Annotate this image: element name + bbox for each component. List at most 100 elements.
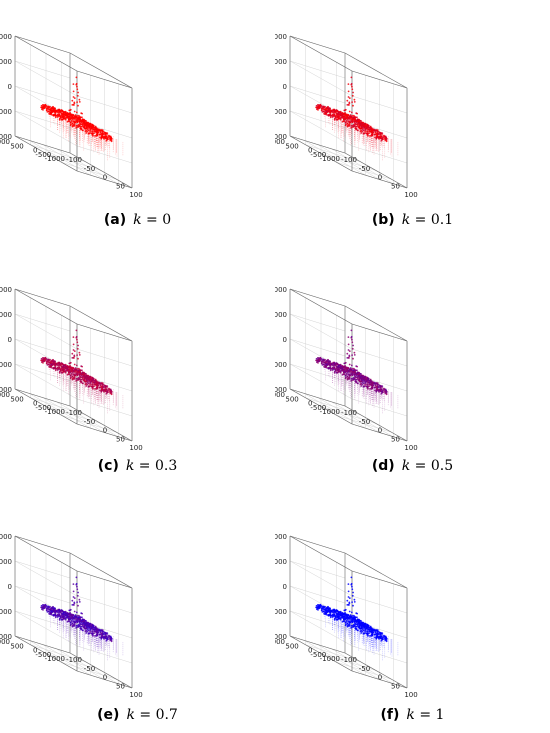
data-point (73, 597, 76, 599)
data-point (356, 382, 359, 385)
caption-value: 0 (162, 212, 172, 228)
data-point (321, 362, 323, 365)
data-point (347, 343, 350, 346)
axis-box (289, 288, 408, 442)
data-point (64, 118, 67, 121)
data-point (343, 109, 346, 112)
data-point (108, 634, 110, 637)
data-point (69, 113, 72, 115)
data-point (48, 108, 51, 111)
y-tick-label: 500 (285, 395, 298, 403)
data-point (329, 116, 332, 119)
data-point (80, 627, 83, 630)
data-point (315, 604, 318, 607)
data-point (356, 629, 359, 632)
data-point (356, 112, 358, 115)
z-tick-label: -1000 (275, 361, 287, 369)
data-point (333, 371, 336, 374)
x-tick-label: 50 (116, 682, 125, 690)
data-point (351, 354, 353, 356)
y-tick-label: -1000 (45, 655, 65, 663)
data-point (327, 358, 329, 361)
data-point (385, 136, 387, 139)
data-point (101, 134, 104, 137)
data-point (76, 94, 79, 97)
data-point (315, 357, 318, 360)
data-point (373, 629, 376, 632)
data-point (349, 114, 352, 116)
data-point (368, 632, 370, 634)
data-point (332, 611, 335, 614)
data-point (347, 114, 350, 116)
data-point (90, 627, 93, 630)
data-point (77, 91, 79, 94)
z-tick-label: 1000 (0, 311, 12, 319)
data-point (49, 358, 51, 361)
data-point (72, 583, 75, 585)
data-point (322, 605, 325, 608)
data-point (77, 591, 79, 594)
data-point (352, 123, 355, 126)
y-tick-label: 1000 (0, 638, 10, 646)
x-tick-label: -50 (359, 665, 370, 673)
data-point (40, 357, 43, 360)
data-point (64, 111, 67, 114)
data-point (74, 114, 77, 116)
data-point (356, 365, 358, 368)
data-point (98, 629, 101, 632)
data-point (328, 360, 330, 362)
x-tick-label: 0 (103, 427, 107, 435)
data-point (339, 118, 342, 121)
x-tick-label: 100 (404, 191, 417, 199)
data-point (351, 341, 354, 344)
data-point (40, 604, 43, 607)
y-tick-label: -500 (310, 151, 326, 159)
data-point (76, 585, 78, 588)
chart-panel: -100-50050100-1000-50005001000-2000-1000… (0, 33, 143, 199)
data-point (51, 607, 54, 610)
z-tick-label: 2000 (0, 533, 12, 541)
x-tick-label: 50 (391, 182, 400, 190)
data-point (95, 127, 97, 130)
data-point (375, 132, 378, 135)
data-point (321, 107, 323, 110)
data-point (351, 601, 353, 603)
z-tick-label: -1000 (0, 108, 12, 116)
data-point (356, 616, 358, 619)
data-point (77, 376, 80, 379)
data-point (53, 607, 55, 609)
data-point (352, 367, 355, 370)
data-point (101, 387, 104, 390)
data-point (73, 610, 76, 613)
data-point (88, 132, 91, 135)
data-point (104, 388, 106, 391)
data-point (80, 378, 82, 381)
data-point (42, 604, 44, 606)
data-point (81, 120, 84, 123)
data-point (71, 352, 74, 355)
data-point (93, 632, 95, 634)
data-point (336, 362, 339, 365)
data-point (48, 361, 51, 364)
data-point (48, 608, 51, 611)
data-point (73, 97, 76, 99)
z-tick-label: -1000 (275, 108, 287, 116)
data-point (384, 138, 386, 140)
data-point (348, 610, 351, 613)
data-point (367, 377, 369, 380)
data-point (364, 122, 366, 125)
data-point (327, 114, 330, 117)
data-point (343, 362, 346, 365)
y-tick-label: -500 (35, 151, 51, 159)
x-tick-label: -50 (84, 665, 95, 673)
data-point (87, 377, 90, 380)
data-point (333, 118, 336, 121)
data-point (92, 377, 94, 380)
data-point (316, 361, 318, 364)
caption-variable: k (133, 212, 142, 228)
data-point (76, 347, 79, 350)
x-tick-label: -100 (66, 409, 82, 417)
data-point (89, 375, 91, 378)
data-point (336, 109, 339, 112)
data-point (375, 632, 378, 634)
